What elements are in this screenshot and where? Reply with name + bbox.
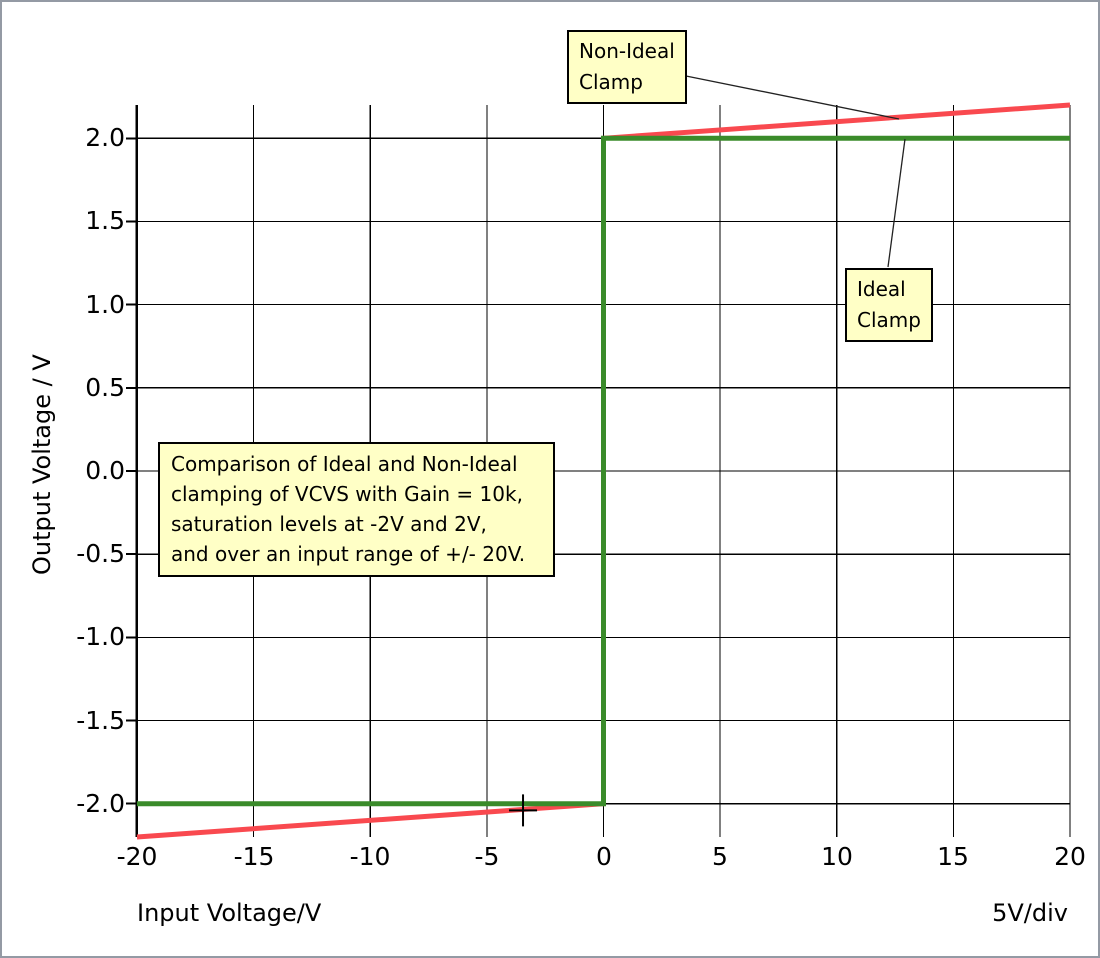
y-tick-label: -0.5 xyxy=(76,539,125,568)
x-tick-label: 5 xyxy=(712,842,728,871)
x-tick-label: 20 xyxy=(1054,842,1086,871)
non-ideal-clamp-annotation[interactable]: Non-Ideal Clamp xyxy=(567,30,687,104)
y-tick-label: 1.5 xyxy=(85,206,125,235)
scale-per-division-note: 5V/div xyxy=(992,899,1068,927)
y-tick-label: 1.0 xyxy=(85,290,125,319)
series-ideal-clamp xyxy=(137,135,1070,807)
y-tick-label: 0.0 xyxy=(85,456,125,485)
y-tick-label: 2.0 xyxy=(85,123,125,152)
y-tick-label: -1.5 xyxy=(76,706,125,735)
x-axis-title: Input Voltage/V xyxy=(137,899,322,927)
x-tick-label: 0 xyxy=(596,842,612,871)
x-tick-label: 15 xyxy=(937,842,969,871)
y-axis-title: Output Voltage / V xyxy=(28,354,56,575)
description-annotation[interactable]: Comparison of Ideal and Non-Ideal clampi… xyxy=(158,442,555,577)
x-tick-label: -15 xyxy=(233,842,275,871)
x-tick-label: -20 xyxy=(116,842,158,871)
y-tick-label: 0.5 xyxy=(85,373,125,402)
ideal-leader-line xyxy=(887,138,906,268)
x-tick-label: -10 xyxy=(349,842,391,871)
x-tick-label: -5 xyxy=(474,842,500,871)
y-tick-label: -2.0 xyxy=(76,789,125,818)
ideal-clamp-annotation[interactable]: Ideal Clamp xyxy=(845,268,933,342)
non-ideal-leader-line xyxy=(685,75,900,120)
y-tick-label: -1.0 xyxy=(76,622,125,651)
x-tick-label: 10 xyxy=(821,842,853,871)
